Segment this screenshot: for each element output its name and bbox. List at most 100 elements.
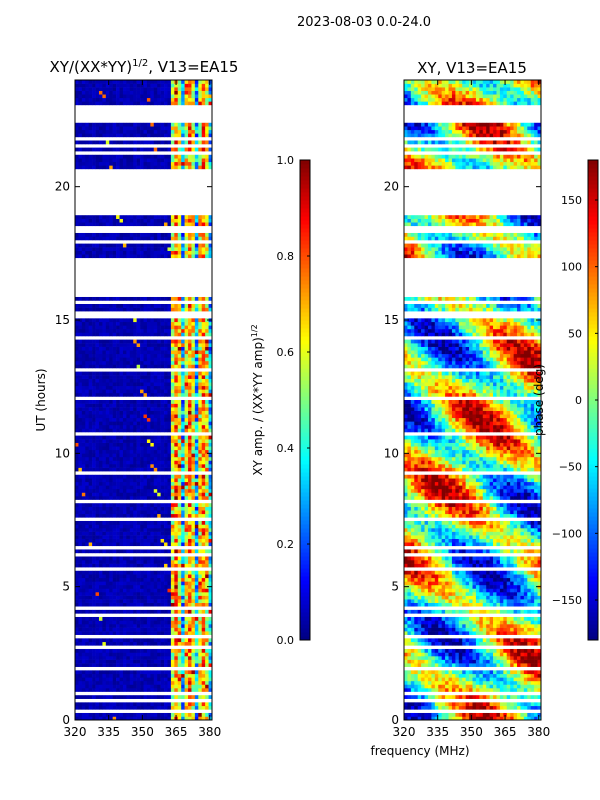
heatmap-cell (81, 627, 86, 632)
heatmap-cell (184, 371, 189, 376)
heatmap-cell (201, 524, 206, 529)
heatmap-cell (198, 602, 203, 607)
heatmap-cell (146, 328, 151, 333)
heatmap-cell (181, 90, 185, 95)
heatmap-cell (102, 656, 107, 660)
heatmap-cell (146, 584, 151, 589)
flagged-row (75, 151, 212, 155)
heatmap-cell (150, 254, 155, 259)
heatmap-cell (188, 716, 192, 721)
heatmap-cell (177, 695, 182, 699)
heatmap-cell (143, 570, 148, 575)
heatmap-cell (140, 688, 144, 692)
heatmap-cell (188, 577, 192, 582)
heatmap-cell (184, 556, 189, 561)
heatmap-cell (92, 506, 96, 511)
heatmap-cell (85, 488, 89, 493)
heatmap-cell (122, 350, 127, 355)
flagged-row (75, 311, 212, 315)
heatmap-cell (109, 410, 113, 415)
heatmap-cell (126, 570, 131, 575)
heatmap-cell (81, 616, 86, 621)
heatmap-cell (153, 577, 158, 582)
heatmap-cell (160, 154, 165, 159)
heatmap-cell (201, 417, 206, 422)
heatmap-cell (78, 542, 83, 547)
heatmap-cell (188, 165, 192, 170)
heatmap-cell (201, 250, 206, 255)
heatmap-cell (116, 321, 120, 326)
heatmap-cell (75, 140, 79, 145)
heatmap-cell (164, 670, 168, 675)
heatmap-cell (75, 364, 79, 369)
heatmap-cell (85, 695, 89, 699)
heatmap-cell (88, 328, 93, 333)
heatmap-cell (170, 549, 175, 554)
heatmap-cell (191, 222, 196, 227)
heatmap-cell (105, 712, 110, 717)
heatmap-cell (167, 656, 172, 660)
heatmap-cell (129, 389, 134, 394)
heatmap-cell (164, 392, 168, 397)
heatmap-cell (164, 222, 168, 227)
flagged-row (75, 268, 212, 272)
heatmap-cell (119, 357, 124, 362)
heatmap-cell (98, 218, 103, 223)
heatmap-cell (198, 147, 203, 152)
heatmap-cell (201, 154, 206, 159)
heatmap-cell (126, 94, 131, 99)
heatmap-cell (112, 446, 117, 451)
heatmap-cell (146, 581, 151, 586)
heatmap-cell (188, 307, 192, 312)
heatmap-cell (81, 243, 86, 248)
heatmap-cell (129, 421, 134, 426)
heatmap-cell (105, 677, 110, 682)
heatmap-cell (153, 538, 158, 543)
heatmap-cell (102, 147, 107, 152)
heatmap-cell (133, 648, 137, 653)
heatmap-cell (140, 389, 144, 394)
heatmap-cell (194, 424, 199, 429)
heatmap-cell (194, 485, 199, 490)
heatmap-cell (136, 695, 141, 699)
heatmap-cell (194, 446, 199, 451)
heatmap-cell (102, 357, 107, 362)
heatmap-cell (160, 503, 165, 507)
heatmap-cell (92, 520, 96, 525)
heatmap-cell (177, 684, 182, 689)
heatmap-cell (102, 453, 107, 458)
heatmap-cell (92, 357, 96, 362)
heatmap-cell (119, 520, 124, 525)
heatmap-cell (160, 510, 165, 515)
heatmap-cell (116, 232, 120, 237)
heatmap-cell (136, 716, 141, 721)
heatmap-cell (88, 659, 93, 664)
heatmap-cell (205, 652, 209, 657)
heatmap-cell (81, 705, 86, 710)
heatmap-cell (122, 524, 127, 529)
heatmap-cell (98, 712, 103, 717)
heatmap-cell (188, 460, 192, 465)
heatmap-cell (170, 680, 175, 685)
heatmap-cell (75, 421, 79, 426)
heatmap-cell (205, 460, 209, 465)
heatmap-cell (140, 222, 144, 227)
heatmap-cell (143, 641, 148, 646)
heatmap-cell (188, 101, 192, 106)
heatmap-cell (81, 467, 86, 472)
heatmap-cell (181, 602, 185, 607)
flagged-row (75, 104, 212, 109)
heatmap-cell (150, 624, 155, 628)
heatmap-cell (201, 403, 206, 408)
heatmap-cell (164, 688, 168, 692)
heatmap-cell (198, 446, 203, 451)
heatmap-cell (95, 456, 100, 461)
heatmap-cell (208, 350, 213, 355)
heatmap-cell (194, 428, 199, 433)
heatmap-cell (188, 222, 192, 227)
heatmap-cell (146, 232, 151, 237)
heatmap-cell (81, 161, 86, 166)
heatmap-cell (188, 627, 192, 632)
heatmap-cell (153, 510, 158, 515)
heatmap-cell (188, 296, 192, 301)
